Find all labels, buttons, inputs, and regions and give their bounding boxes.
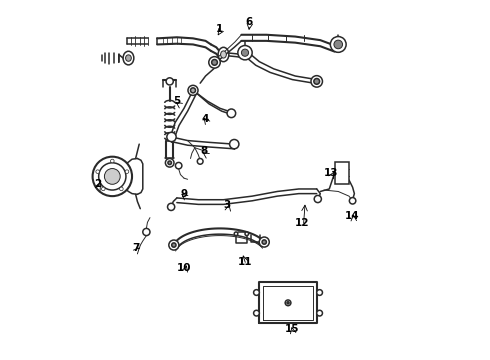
Circle shape [111, 159, 114, 163]
Text: 11: 11 [238, 257, 252, 267]
Circle shape [120, 187, 123, 191]
Circle shape [349, 198, 356, 204]
Text: 12: 12 [295, 218, 310, 228]
Text: 8: 8 [200, 146, 207, 156]
Circle shape [166, 78, 173, 85]
Circle shape [209, 57, 221, 68]
Circle shape [242, 49, 248, 56]
Ellipse shape [123, 51, 134, 65]
FancyBboxPatch shape [335, 162, 349, 184]
Circle shape [262, 240, 267, 244]
Circle shape [101, 187, 105, 191]
Circle shape [314, 195, 321, 203]
Circle shape [98, 163, 126, 190]
Circle shape [254, 310, 259, 316]
Text: 9: 9 [180, 189, 188, 199]
Ellipse shape [218, 47, 229, 62]
Text: 6: 6 [245, 17, 252, 27]
Circle shape [287, 302, 289, 304]
Circle shape [238, 45, 252, 60]
Text: 5: 5 [173, 96, 180, 106]
Circle shape [93, 157, 132, 196]
Circle shape [212, 59, 218, 65]
Ellipse shape [220, 51, 226, 58]
Circle shape [317, 290, 322, 296]
Text: 7: 7 [132, 243, 139, 253]
Ellipse shape [125, 55, 131, 61]
Circle shape [314, 78, 319, 84]
Circle shape [334, 40, 343, 49]
Circle shape [234, 232, 238, 235]
Circle shape [245, 232, 248, 235]
Circle shape [167, 132, 176, 141]
Text: 4: 4 [202, 114, 209, 124]
Circle shape [254, 290, 259, 296]
Text: 13: 13 [324, 168, 338, 178]
Circle shape [168, 161, 172, 165]
Circle shape [166, 158, 174, 167]
Text: 14: 14 [345, 211, 360, 221]
Circle shape [330, 37, 346, 52]
Text: 10: 10 [177, 263, 191, 273]
Circle shape [104, 168, 120, 184]
Circle shape [96, 170, 99, 174]
Circle shape [169, 240, 179, 250]
Circle shape [230, 139, 239, 149]
Circle shape [175, 162, 182, 169]
Circle shape [172, 243, 176, 247]
Circle shape [227, 109, 236, 118]
Circle shape [197, 158, 203, 164]
Circle shape [188, 85, 198, 95]
Circle shape [311, 76, 322, 87]
Circle shape [317, 310, 322, 316]
Text: 2: 2 [95, 179, 101, 189]
Circle shape [191, 88, 196, 93]
Text: 3: 3 [223, 200, 231, 210]
Text: 1: 1 [216, 24, 223, 35]
Circle shape [285, 300, 291, 306]
Circle shape [143, 228, 150, 235]
Circle shape [125, 170, 129, 174]
Text: 15: 15 [284, 324, 299, 334]
Circle shape [168, 203, 175, 211]
Circle shape [259, 237, 270, 247]
